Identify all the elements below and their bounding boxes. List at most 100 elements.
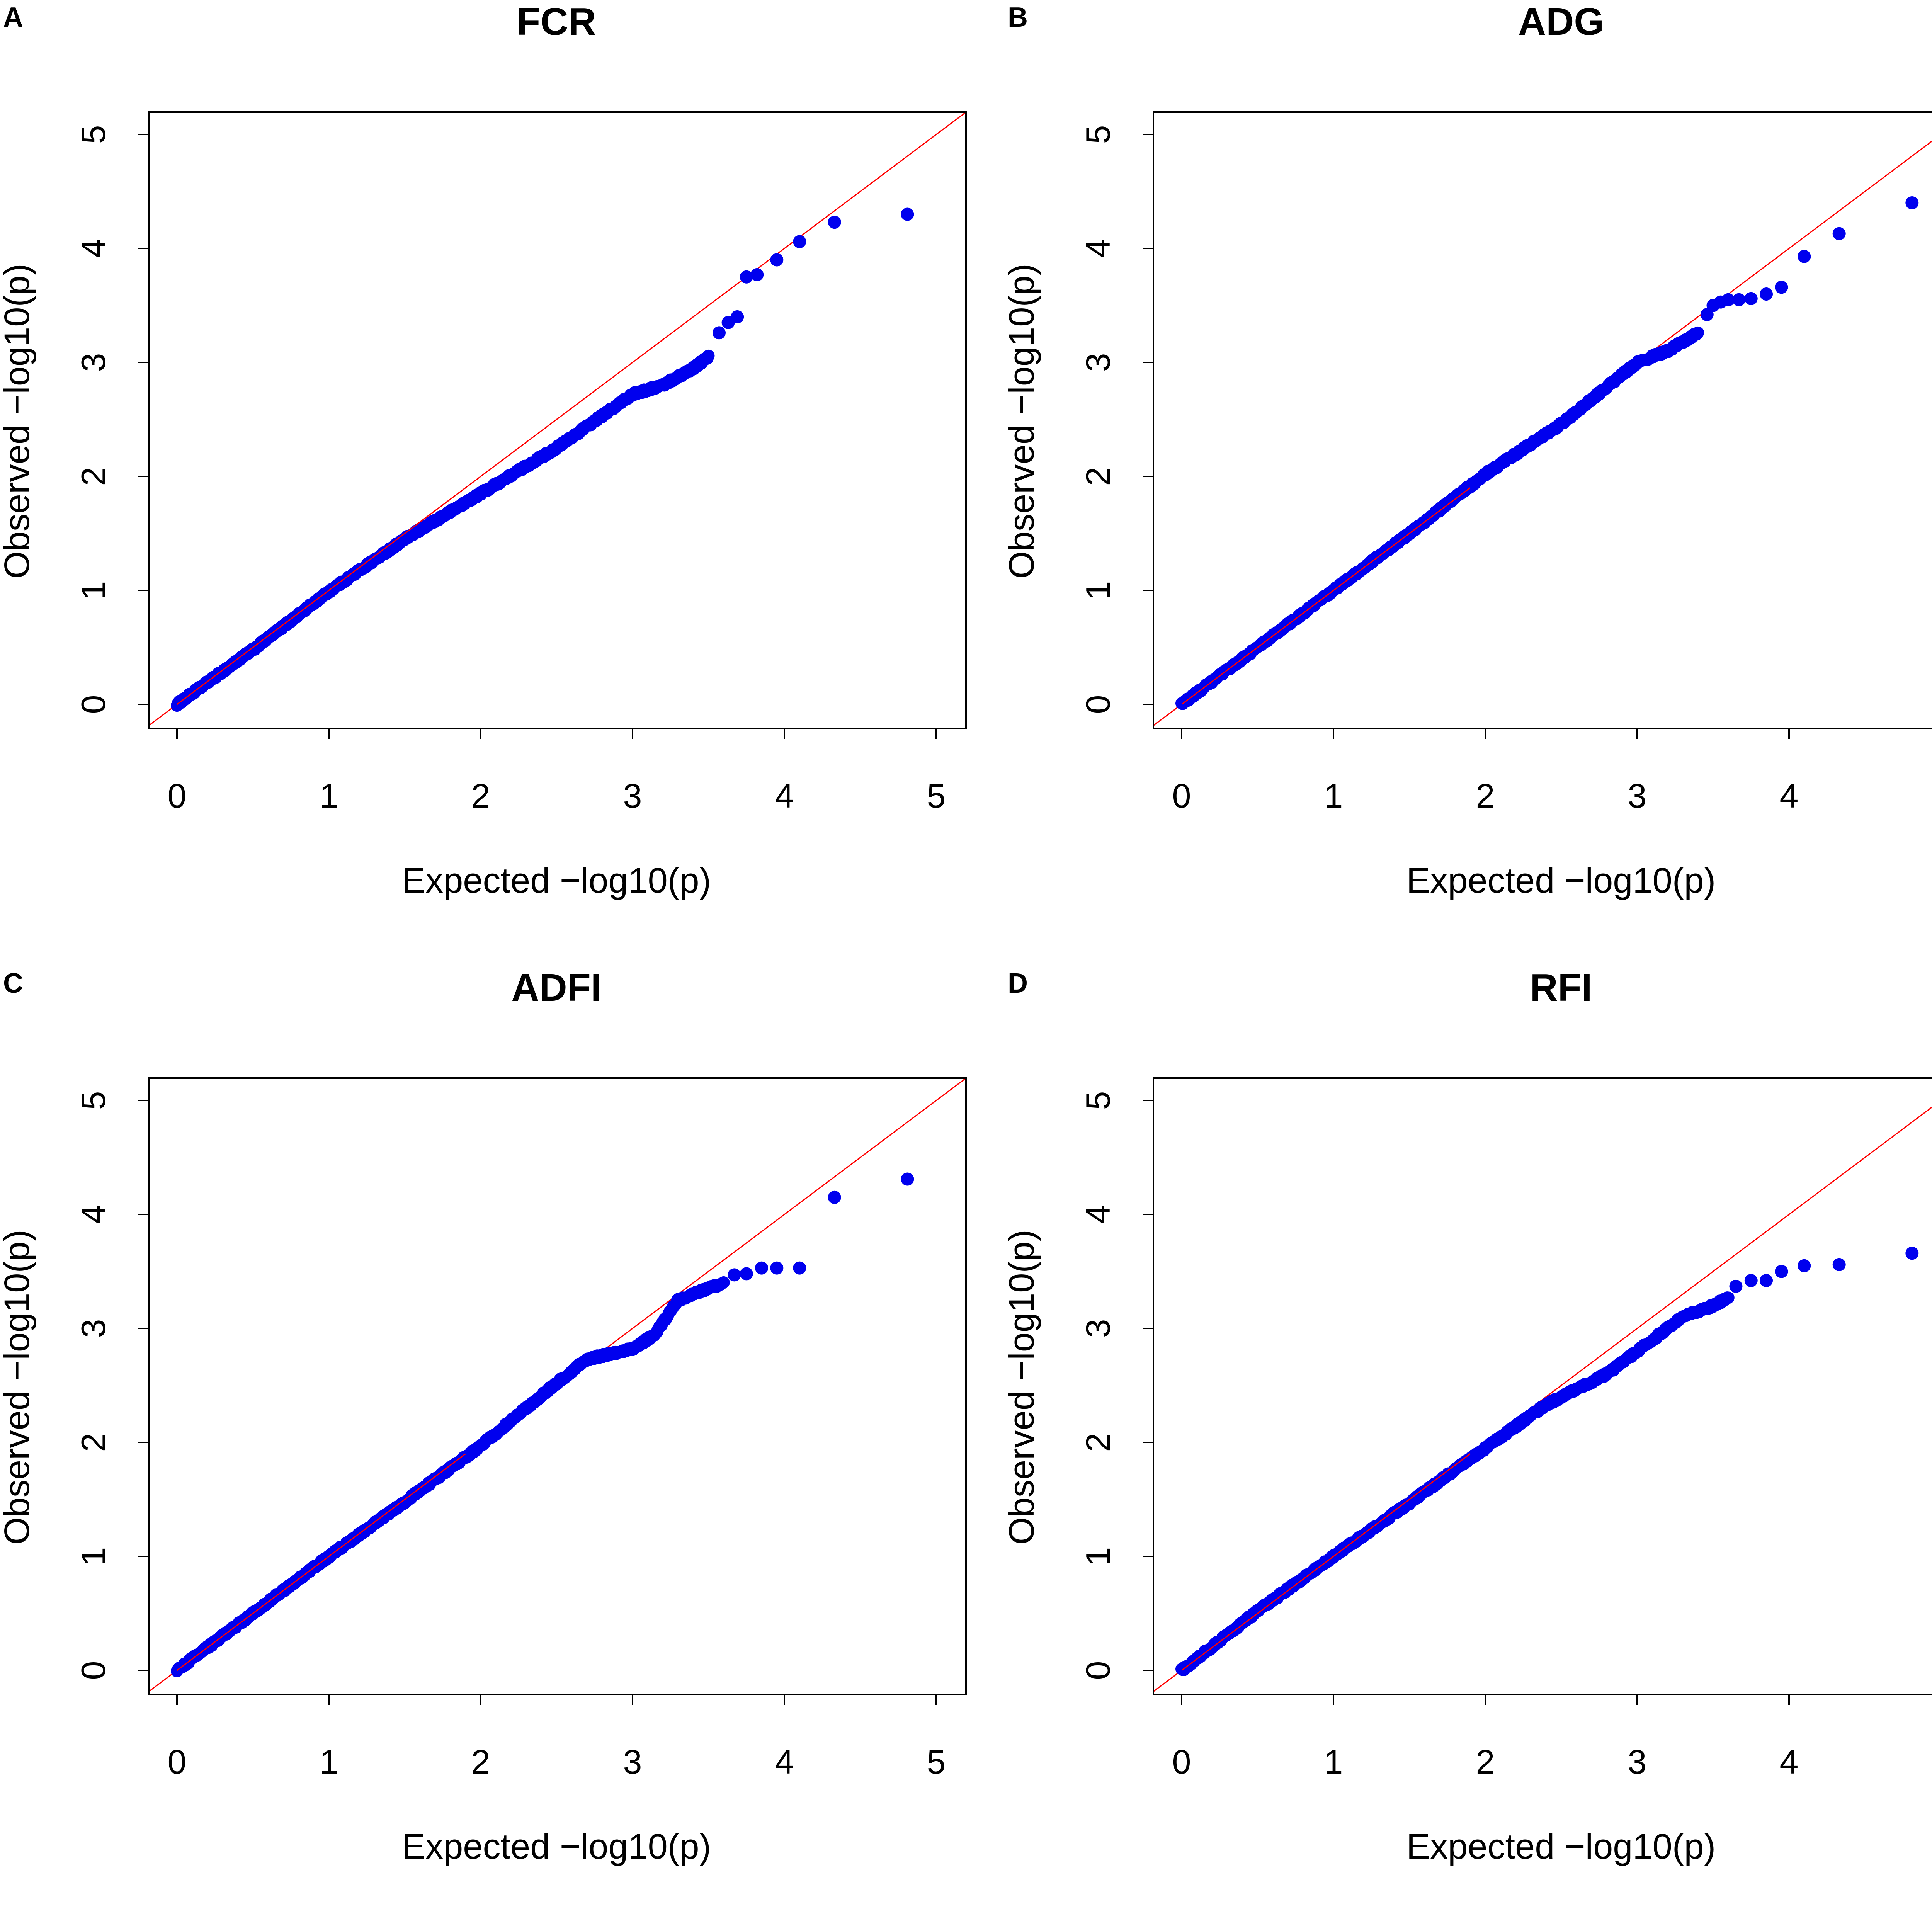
chart-title: ADFI: [511, 966, 601, 1009]
y-axis-label: Observed −log10(p): [0, 264, 37, 579]
panel-a: A FCR 0 1 2 3 4 5 0 1 2 3 4 5 Expected −log10(p) Observ…: [0, 0, 1005, 966]
qq-plot: FCR 0 1 2 3 4 5 0 1 2 3 4 5 Expected −log10(p) Observe…: [0, 0, 967, 900]
x-tick-label: 1: [1324, 1743, 1343, 1781]
x-tick-label: 0: [1172, 1743, 1191, 1781]
y-tick-label: 2: [74, 467, 112, 486]
tail-point: [901, 1172, 914, 1186]
observed-points: [171, 1276, 730, 1678]
x-tick-label: 1: [320, 777, 338, 815]
y-tick-label: 4: [74, 239, 112, 258]
data-point: [1692, 326, 1704, 339]
x-tick-label: 5: [927, 777, 946, 815]
y-tick-label: 1: [1079, 1547, 1117, 1566]
x-tick-label: 1: [1324, 777, 1343, 815]
reference-line-overlay: [177, 1453, 466, 1671]
qq-plot: ADFI 0 1 2 3 4 5 0 1 2 3 4 5 Expected −log10(p) Observ…: [0, 966, 967, 1866]
x-axis-label: Expected −log10(p): [402, 1827, 711, 1866]
tail-point: [740, 1267, 753, 1281]
y-tick-label: 3: [1079, 353, 1117, 372]
y-tick-label: 5: [74, 1091, 112, 1110]
observed-points: [171, 349, 715, 712]
x-tick-label: 0: [168, 1743, 187, 1781]
qq-plot: RFI012345012345Expected −log10(p)Observe…: [1002, 966, 1932, 1866]
reference-line-overlay: [1181, 1453, 1471, 1671]
tail-point: [828, 216, 841, 229]
y-axis-label: Observed −log10(p): [1002, 264, 1041, 579]
tail-point: [731, 310, 744, 323]
chart-title: RFI: [1530, 966, 1592, 1009]
x-tick-label: 3: [1628, 777, 1647, 815]
y-tick-label: 0: [1079, 695, 1117, 714]
x-axis-label: Expected −log10(p): [1406, 1827, 1716, 1866]
x-tick-label: 4: [1780, 777, 1799, 815]
plot-frame: [148, 111, 967, 729]
tail-point: [1798, 250, 1811, 263]
panel-letter: D: [1008, 968, 1028, 999]
tail-point: [728, 1268, 741, 1282]
x-tick-label: 0: [1172, 777, 1191, 815]
tail-point: [901, 207, 914, 221]
tail-point: [1905, 1247, 1919, 1260]
y-tick-label: 0: [74, 695, 112, 714]
y-axis-label: Observed −log10(p): [1002, 1230, 1041, 1545]
x-tick-label: 3: [623, 777, 642, 815]
x-tick-label: 2: [1476, 1743, 1495, 1781]
y-tick-label: 2: [1079, 1433, 1117, 1452]
tail-point: [770, 253, 784, 267]
tail-point: [755, 1261, 769, 1275]
x-tick-label: 4: [1780, 1743, 1799, 1781]
tail-point: [740, 270, 753, 284]
tail-point: [1744, 292, 1758, 305]
panel-letter: C: [3, 968, 23, 999]
y-tick-label: 4: [1079, 239, 1117, 258]
chart-title: ADG: [1518, 0, 1604, 43]
x-axis-label: Expected −log10(p): [1406, 861, 1716, 900]
x-tick-label: 2: [471, 1743, 490, 1781]
panel-letter: A: [3, 2, 23, 33]
tail-point: [1798, 1259, 1811, 1272]
tail-point: [770, 1261, 784, 1275]
tail-point: [1775, 1265, 1788, 1278]
observed-points: [1175, 1291, 1735, 1677]
x-tick-label: 1: [320, 1743, 338, 1781]
tail-point: [1721, 293, 1735, 306]
observed-points: [1175, 326, 1704, 710]
plot-frame: [1153, 1077, 1932, 1695]
x-tick-label: 3: [623, 1743, 642, 1781]
data-point: [717, 1276, 730, 1289]
y-tick-label: 0: [74, 1661, 112, 1680]
y-tick-label: 5: [74, 125, 112, 144]
x-axis-label: Expected −log10(p): [402, 861, 711, 900]
x-tick-label: 5: [927, 1743, 946, 1781]
y-tick-label: 1: [74, 1547, 112, 1566]
tail-point: [1729, 1279, 1743, 1293]
tail-point: [1832, 227, 1846, 240]
x-tick-label: 2: [1476, 777, 1495, 815]
plot-area: [1153, 140, 1932, 726]
y-tick-label: 3: [74, 353, 112, 372]
x-tick-label: 4: [775, 1743, 794, 1781]
y-tick-label: 1: [74, 581, 112, 600]
tail-point: [1732, 293, 1746, 306]
plot-area: [149, 112, 966, 726]
y-axis-label: Observed −log10(p): [0, 1230, 37, 1545]
x-tick-label: 2: [471, 777, 490, 815]
y-tick-label: 2: [74, 1433, 112, 1452]
panel-c: C ADFI 0 1 2 3 4 5 0 1 2 3 4 5 Expected −log10(p) Obser…: [0, 966, 1005, 1932]
chart-title: FCR: [517, 0, 596, 43]
tail-point: [1775, 281, 1788, 294]
tail-point: [793, 1261, 806, 1275]
y-tick-label: 0: [1079, 1661, 1117, 1680]
y-tick-label: 1: [1079, 581, 1117, 600]
reference-line-overlay: [177, 487, 466, 705]
y-tick-label: 3: [74, 1319, 112, 1338]
y-tick-label: 2: [1079, 467, 1117, 486]
qq-plot: ADG012345012345Expected −log10(p)Observe…: [1002, 0, 1932, 900]
plot-area: [1153, 1106, 1932, 1692]
y-tick-label: 5: [1079, 1091, 1117, 1110]
x-tick-label: 3: [1628, 1743, 1647, 1781]
y-tick-label: 5: [1079, 125, 1117, 144]
tail-point: [828, 1190, 841, 1204]
plot-frame: [148, 1077, 967, 1695]
data-point: [1722, 1291, 1735, 1304]
